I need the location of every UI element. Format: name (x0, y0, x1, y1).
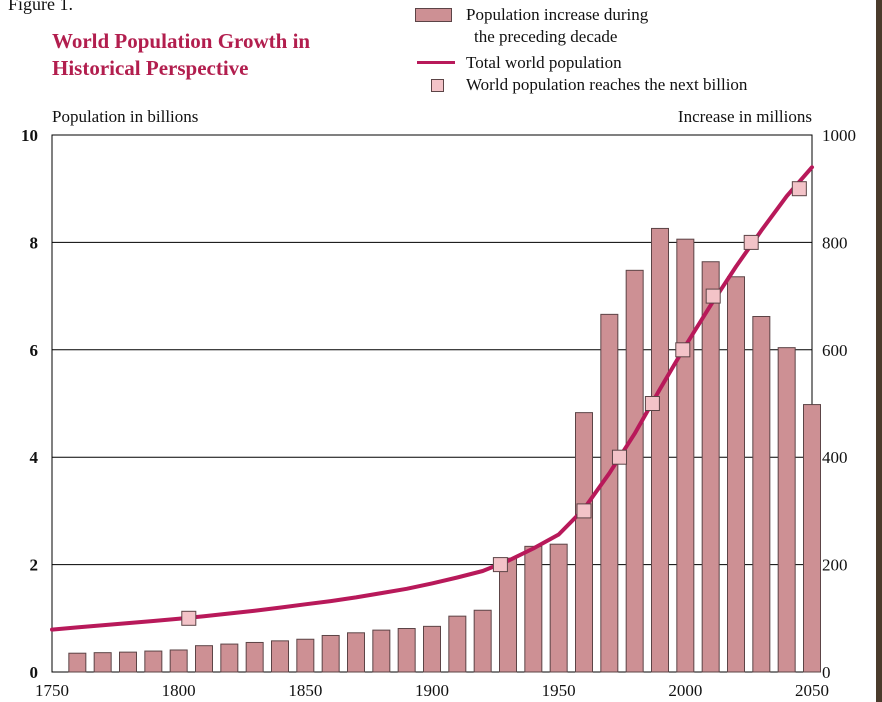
billion-marker (493, 558, 507, 572)
x-tick-label: 2050 (795, 681, 829, 700)
line-series (52, 167, 812, 629)
population-line (52, 167, 812, 629)
x-tick-label: 1950 (542, 681, 576, 700)
bar (145, 651, 162, 672)
y-left-tick-label: 8 (30, 233, 39, 252)
y-right-tick-label: 400 (822, 448, 848, 467)
bar (398, 629, 415, 672)
bar (272, 641, 289, 672)
bar (69, 653, 86, 672)
billion-marker (612, 450, 626, 464)
y-right-tick-label: 200 (822, 556, 848, 575)
bar (474, 610, 491, 672)
y-right-tick-label: 1000 (822, 126, 856, 145)
y-right-tick-label: 800 (822, 233, 848, 252)
y-left-tick-label: 4 (30, 448, 39, 467)
bar (702, 262, 719, 672)
gridlines (52, 135, 812, 672)
bar (246, 642, 263, 672)
billion-marker (182, 611, 196, 625)
y-right-tick-label: 0 (822, 663, 831, 682)
bar (728, 277, 745, 672)
billion-marker (792, 182, 806, 196)
y-right-tick-label: 600 (822, 341, 848, 360)
bar (601, 314, 618, 672)
y-left-tick-label: 2 (30, 556, 39, 575)
x-tick-label: 1750 (35, 681, 69, 700)
bar (221, 644, 238, 672)
bar (626, 270, 643, 672)
bar (778, 348, 795, 672)
bar (94, 653, 111, 672)
bar (297, 639, 314, 672)
bar (322, 635, 339, 672)
bar (550, 544, 567, 672)
bar (804, 405, 821, 672)
y-left-tick-label: 0 (30, 663, 39, 682)
bar (120, 652, 137, 672)
billion-marker (706, 289, 720, 303)
bar (652, 228, 669, 672)
bar (170, 650, 187, 672)
bar (449, 616, 466, 672)
plot-frame (52, 135, 812, 672)
x-tick-label: 1850 (288, 681, 322, 700)
bar (196, 646, 213, 672)
x-tick-label: 1900 (415, 681, 449, 700)
bar (576, 413, 593, 672)
bar (753, 317, 770, 672)
x-tick-label: 1800 (162, 681, 196, 700)
billion-marker (645, 397, 659, 411)
x-tick-label: 2000 (668, 681, 702, 700)
y-left-tick-label: 6 (30, 341, 39, 360)
bar (525, 546, 542, 672)
billion-marker (676, 343, 690, 357)
bar (373, 630, 390, 672)
billion-marker (744, 235, 758, 249)
bar (500, 558, 517, 672)
bar (348, 633, 365, 672)
y-left-tick-label: 10 (21, 126, 38, 145)
billion-marker (577, 504, 591, 518)
bar (677, 239, 694, 672)
bar (424, 626, 441, 672)
